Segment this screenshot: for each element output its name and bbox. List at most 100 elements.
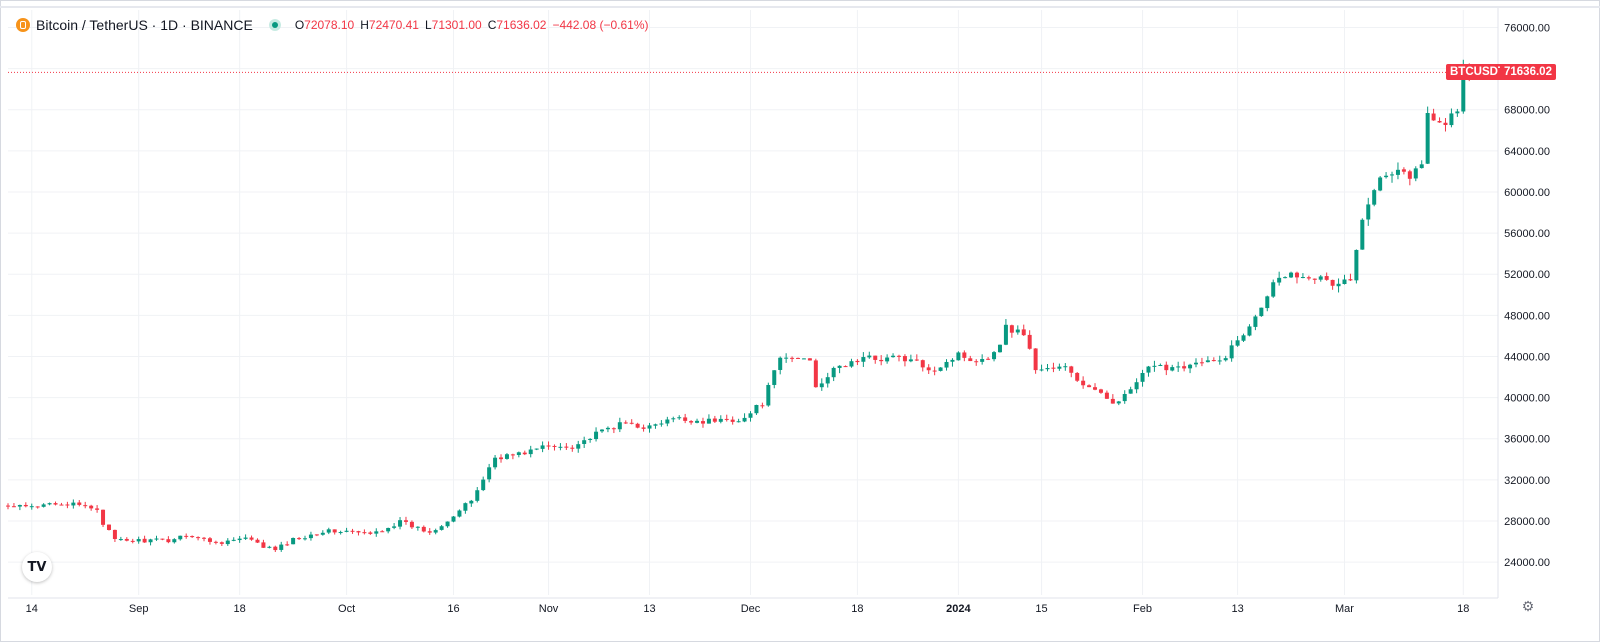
candle-body <box>106 524 111 530</box>
candle-body <box>968 358 973 362</box>
candle-body <box>813 360 818 388</box>
candle-body <box>392 526 397 528</box>
candle-body <box>908 359 913 362</box>
candle-body <box>130 540 135 542</box>
candle-body <box>600 429 604 432</box>
candle-body <box>950 359 955 362</box>
candle-body <box>475 490 480 501</box>
candle-body <box>849 361 854 367</box>
candle-body <box>160 538 165 540</box>
candle-body <box>267 546 272 548</box>
candle-body <box>867 355 872 358</box>
candle-body <box>29 506 34 508</box>
candle-body <box>742 417 747 422</box>
candle-body <box>1283 277 1288 279</box>
candle-body <box>920 360 925 368</box>
candle-body <box>1075 372 1080 381</box>
candle-body <box>1461 64 1466 112</box>
candle-body <box>219 542 224 544</box>
candle-body <box>801 358 806 360</box>
candle-body <box>617 422 622 430</box>
candle-body <box>1093 387 1098 390</box>
candle-body <box>1152 365 1157 367</box>
candle-body <box>261 542 266 548</box>
candle-body <box>6 505 10 507</box>
candle-body <box>53 503 58 505</box>
candle-body <box>1170 367 1175 371</box>
y-tick-label: 56000.00 <box>1504 228 1550 240</box>
candle-body <box>457 510 462 517</box>
symbol-title[interactable]: Bitcoin / TetherUS · 1D · BINANCE <box>36 17 253 33</box>
tradingview-logo[interactable]: TV <box>22 552 52 582</box>
candle-body <box>986 358 991 360</box>
candle-body <box>1372 190 1377 205</box>
candle-body <box>980 358 985 362</box>
ohlc-close: C71636.02 <box>487 18 547 32</box>
candle-body <box>356 531 361 533</box>
ticker-tag: BTCUSDT <box>1446 64 1509 81</box>
candle-body <box>1241 335 1246 341</box>
candle-body <box>451 516 456 522</box>
candle-body <box>344 530 349 532</box>
candle-body <box>570 447 575 449</box>
candle-body <box>902 356 907 362</box>
candle-body <box>374 531 379 534</box>
candle-body <box>1164 364 1169 371</box>
candle-body <box>1348 279 1353 281</box>
candle-body <box>421 526 426 532</box>
candle-body <box>112 529 117 540</box>
candle-body <box>588 438 593 440</box>
candle-body <box>1015 329 1020 333</box>
candle-body <box>1051 367 1056 369</box>
candle-body <box>1199 362 1204 364</box>
x-tick-label: 18 <box>851 603 863 615</box>
candle-body <box>338 532 343 534</box>
candle-body <box>1395 169 1400 175</box>
candle-body <box>760 405 765 407</box>
candle-body <box>843 366 848 368</box>
x-tick-label: Oct <box>338 603 355 615</box>
candle-body <box>469 500 474 504</box>
candle-body <box>1419 164 1424 169</box>
candle-body <box>1271 282 1276 297</box>
x-tick-label: 2024 <box>946 603 971 615</box>
candle-body <box>89 505 94 509</box>
candle-body <box>303 538 307 540</box>
candle-body <box>1318 276 1323 280</box>
candle-body <box>314 534 319 536</box>
candle-body <box>190 536 195 538</box>
candle-body <box>1437 120 1442 123</box>
candle-body <box>1229 345 1234 359</box>
y-tick-label: 60000.00 <box>1504 187 1550 199</box>
candle-body <box>1342 279 1347 285</box>
candle-body <box>398 520 403 527</box>
candle-body <box>380 531 385 533</box>
x-tick-label: 15 <box>1035 603 1047 615</box>
gear-icon[interactable]: ⚙ <box>1521 598 1535 614</box>
x-tick-label: Feb <box>1133 603 1152 615</box>
candle-body <box>1384 175 1389 178</box>
candle-body <box>1366 204 1371 220</box>
y-tick-label: 36000.00 <box>1504 434 1550 446</box>
candle-body <box>700 421 705 424</box>
ohlc-low: L71301.00 <box>424 18 482 32</box>
candle-body <box>1176 366 1181 368</box>
x-tick-label: 18 <box>1457 603 1469 615</box>
candle-body <box>1401 169 1406 172</box>
candle-body <box>879 359 884 362</box>
candle-body <box>83 505 88 507</box>
candle-body <box>237 538 242 541</box>
candle-body <box>1294 272 1299 278</box>
candle-body <box>308 534 313 539</box>
candle-body <box>95 508 100 510</box>
candle-body <box>166 539 171 543</box>
candle-body <box>273 546 278 551</box>
candle-body <box>926 367 931 371</box>
candle-body <box>136 539 141 542</box>
candle-body <box>659 423 664 425</box>
candle-body <box>463 503 468 511</box>
candle-body <box>1128 389 1133 394</box>
candle-body <box>118 539 123 541</box>
candle-body <box>279 544 284 550</box>
